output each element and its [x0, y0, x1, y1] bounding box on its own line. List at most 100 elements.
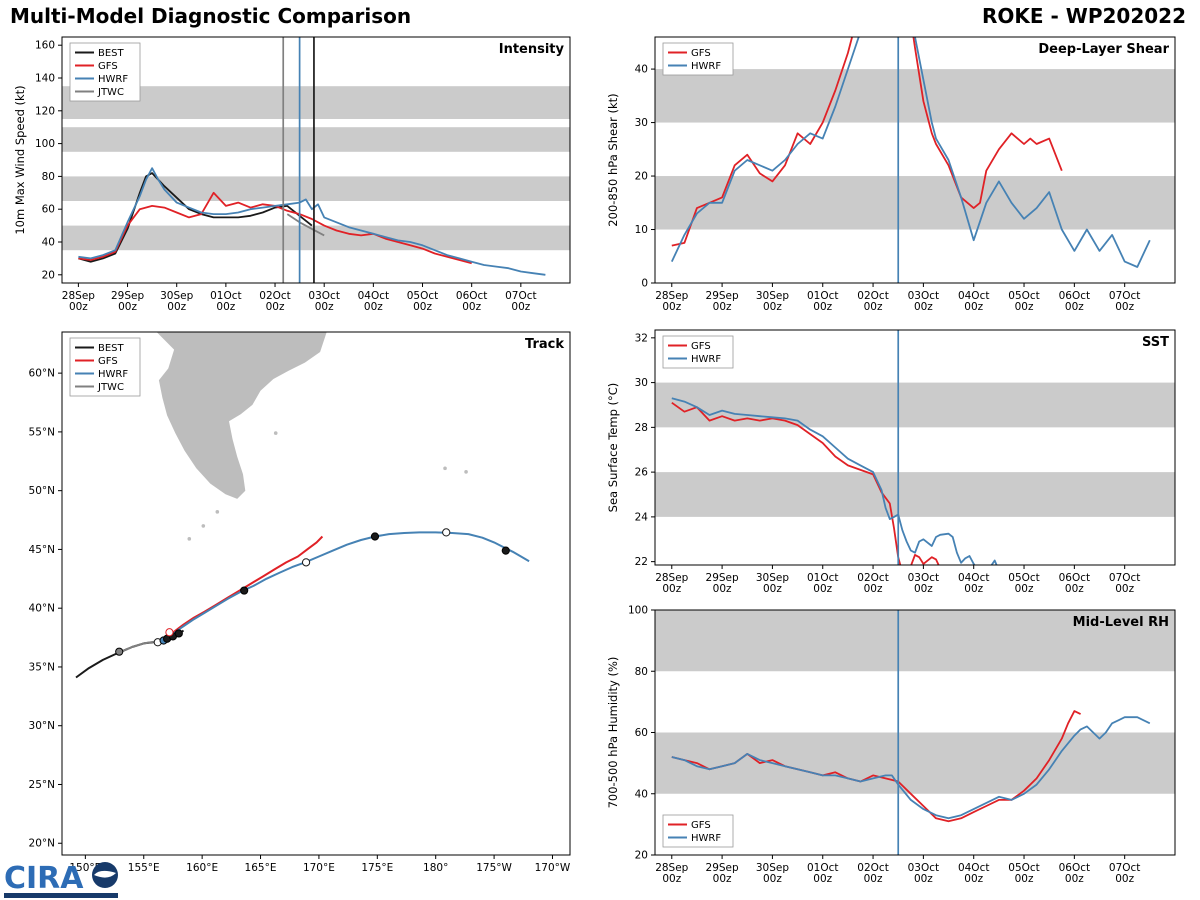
svg-text:SST: SST [1142, 335, 1169, 350]
svg-text:100: 100 [35, 138, 55, 150]
svg-text:155°E: 155°E [128, 862, 160, 874]
track-panel: 150°E 155°E 160°E 165°E 170°E 175°E 180° 175°W 1… [29, 331, 571, 874]
svg-text:26: 26 [635, 467, 649, 479]
svg-text:60: 60 [635, 727, 648, 739]
svg-text:Sea Surface Temp (°C): Sea Surface Temp (°C) [606, 383, 620, 513]
svg-text:20: 20 [635, 171, 648, 183]
svg-text:20: 20 [635, 850, 648, 862]
svg-text:120: 120 [35, 105, 55, 117]
sst-panel: 28Sep 00z 29Sep 00z 30Sep 00z 01Oct 00z 02Oct 00z… [606, 329, 1176, 595]
svg-text:160°E: 160°E [186, 862, 218, 874]
svg-text:GFS: GFS [691, 48, 711, 59]
svg-text:10: 10 [635, 224, 648, 236]
svg-text:60°N: 60°N [29, 368, 55, 380]
svg-text:Intensity: Intensity [499, 42, 565, 57]
svg-text:35°N: 35°N [29, 661, 55, 673]
svg-text:BEST: BEST [98, 343, 125, 354]
svg-text:GFS: GFS [98, 356, 118, 367]
page-title: Multi-Model Diagnostic Comparison [10, 4, 412, 28]
svg-text:165°E: 165°E [245, 862, 277, 874]
svg-text:180°: 180° [423, 862, 448, 874]
svg-text:HWRF: HWRF [98, 369, 128, 380]
svg-text:24: 24 [635, 511, 649, 523]
svg-text:HWRF: HWRF [691, 354, 721, 365]
svg-text:32: 32 [635, 332, 648, 344]
svg-text:80: 80 [635, 666, 648, 678]
svg-text:160: 160 [35, 40, 55, 52]
svg-text:200-850 hPa Shear (kt): 200-850 hPa Shear (kt) [606, 93, 620, 226]
svg-text:Mid-Level RH: Mid-Level RH [1073, 615, 1169, 630]
svg-text:GFS: GFS [691, 341, 711, 352]
svg-text:50°N: 50°N [29, 485, 55, 497]
svg-text:HWRF: HWRF [691, 833, 721, 844]
svg-text:30°N: 30°N [29, 720, 55, 732]
cira-globe-wave [94, 870, 116, 878]
svg-text:175°E: 175°E [361, 862, 393, 874]
cira-logo: CIRA [2, 858, 142, 900]
svg-text:HWRF: HWRF [691, 61, 721, 72]
svg-text:700-500 hPa Humidity (%): 700-500 hPa Humidity (%) [606, 657, 620, 809]
svg-text:BEST: BEST [98, 48, 125, 59]
storm-id: ROKE - WP202022 [981, 4, 1186, 28]
svg-text:30: 30 [635, 117, 648, 129]
svg-text:Track: Track [525, 337, 564, 352]
svg-text:80: 80 [42, 171, 55, 183]
svg-text:175°W: 175°W [476, 862, 512, 874]
svg-text:170°W: 170°W [535, 862, 571, 874]
cira-logo-bar [4, 893, 118, 898]
cira-logo-text: CIRA [4, 861, 84, 896]
svg-text:JTWC: JTWC [97, 382, 124, 393]
svg-text:22: 22 [635, 556, 648, 568]
svg-text:40: 40 [635, 64, 648, 76]
svg-text:20: 20 [42, 269, 55, 281]
svg-text:25°N: 25°N [29, 779, 55, 791]
svg-text:HWRF: HWRF [98, 74, 128, 85]
svg-text:20°N: 20°N [29, 838, 55, 850]
svg-text:170°E: 170°E [303, 862, 335, 874]
svg-text:40: 40 [635, 788, 648, 800]
rh-panel: 28Sep 00z 29Sep 00z 30Sep 00z 01Oct 00z 02Oct 00z… [606, 605, 1176, 885]
svg-text:40: 40 [42, 237, 55, 249]
svg-text:45°N: 45°N [29, 544, 55, 556]
svg-text:GFS: GFS [691, 820, 711, 831]
svg-text:30: 30 [635, 377, 648, 389]
svg-text:140: 140 [35, 73, 55, 85]
svg-text:100: 100 [628, 605, 648, 617]
